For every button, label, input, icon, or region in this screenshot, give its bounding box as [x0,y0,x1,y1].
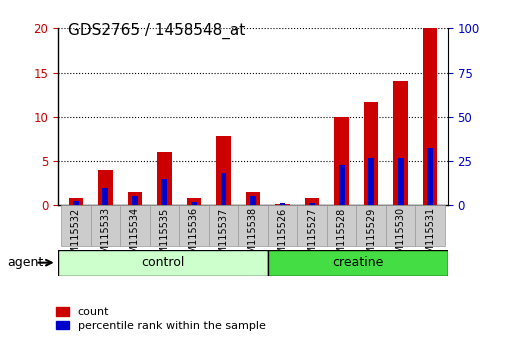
Bar [132,196,137,205]
Text: agent: agent [8,256,44,269]
Text: GSM115531: GSM115531 [424,207,434,267]
Bar [279,202,285,205]
Bar [161,179,167,205]
Text: GSM115537: GSM115537 [218,207,228,267]
Bar [191,202,196,205]
Text: GSM115529: GSM115529 [365,207,375,267]
Bar [249,196,256,205]
FancyBboxPatch shape [297,205,326,246]
FancyBboxPatch shape [385,205,415,246]
FancyBboxPatch shape [356,205,385,246]
Bar [127,192,142,205]
Bar [392,81,407,205]
FancyBboxPatch shape [90,205,120,246]
Text: GSM115532: GSM115532 [71,207,81,267]
FancyBboxPatch shape [415,205,444,246]
Text: GSM115538: GSM115538 [247,207,258,267]
Text: GSM115530: GSM115530 [395,207,405,267]
Bar [304,198,319,205]
Text: GSM115534: GSM115534 [130,207,140,267]
FancyBboxPatch shape [149,205,179,246]
Bar [368,159,373,205]
Bar [245,192,260,205]
Text: GSM115526: GSM115526 [277,207,287,267]
Bar [98,170,113,205]
Bar [73,201,79,205]
Legend: count, percentile rank within the sample: count, percentile rank within the sample [51,303,270,335]
FancyBboxPatch shape [179,205,208,246]
Bar [333,117,348,205]
Bar [157,152,172,205]
Bar [275,204,289,205]
FancyBboxPatch shape [267,205,297,246]
Bar [426,148,432,205]
Text: creatine: creatine [332,256,383,269]
FancyBboxPatch shape [61,205,90,246]
Bar [338,166,344,205]
Text: GSM115536: GSM115536 [188,207,198,267]
Bar [363,102,378,205]
Text: GSM115527: GSM115527 [307,207,317,267]
FancyBboxPatch shape [238,205,267,246]
Bar [216,136,230,205]
Bar [397,159,403,205]
Text: GDS2765 / 1458548_at: GDS2765 / 1458548_at [68,23,245,39]
FancyBboxPatch shape [120,205,149,246]
Bar [220,173,226,205]
Text: GSM115535: GSM115535 [159,207,169,267]
Bar [186,198,201,205]
FancyBboxPatch shape [208,205,238,246]
Bar [58,250,268,276]
Bar [309,202,314,205]
Text: control: control [141,256,184,269]
FancyBboxPatch shape [326,205,356,246]
Bar [103,188,108,205]
Text: GSM115533: GSM115533 [100,207,110,267]
Bar [68,198,83,205]
Text: GSM115528: GSM115528 [336,207,346,267]
Bar [422,28,437,205]
Bar [268,250,447,276]
